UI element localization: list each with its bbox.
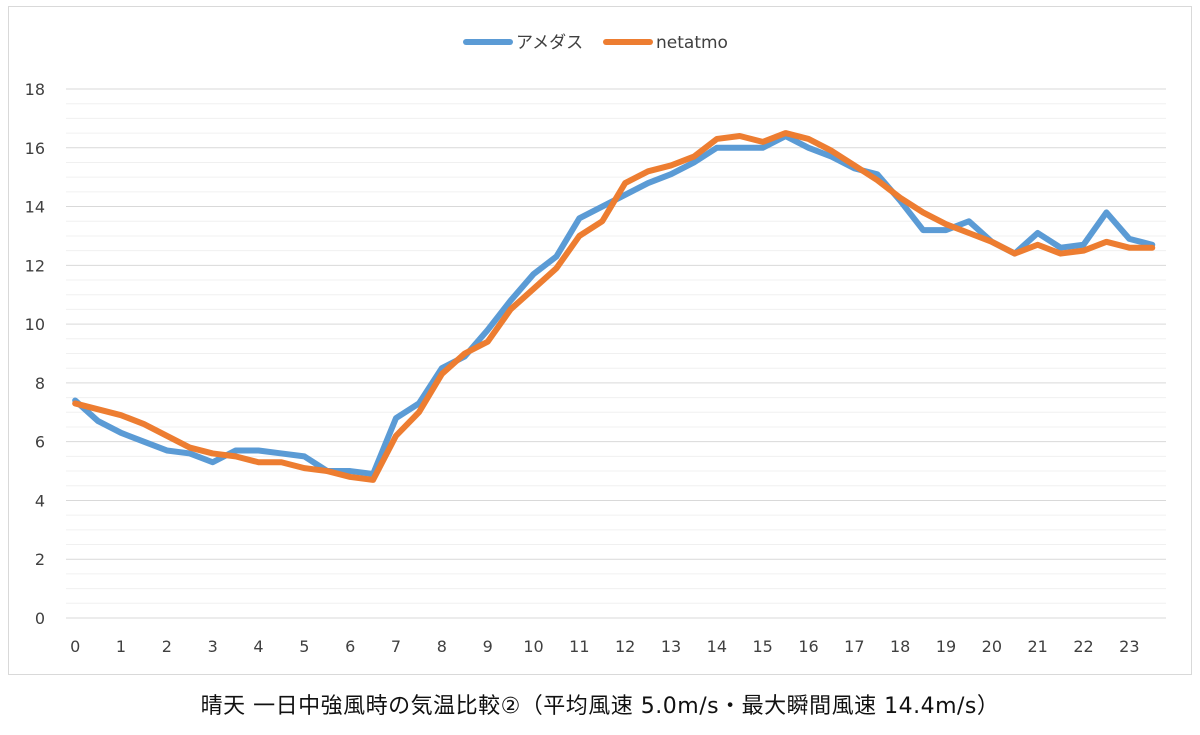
- x-tick-label: 18: [890, 637, 910, 656]
- chart-frame: [8, 6, 1192, 675]
- y-tick-label: 18: [25, 80, 45, 99]
- x-tick-label: 20: [982, 637, 1002, 656]
- legend: アメダス netatmo: [463, 33, 728, 53]
- y-axis: 0 2 4 6 8 10 12 14 16 18: [25, 80, 45, 628]
- x-tick-label: 13: [661, 637, 681, 656]
- x-tick-label: 15: [752, 637, 772, 656]
- y-tick-label: 12: [25, 256, 45, 275]
- x-tick-label: 23: [1119, 637, 1139, 656]
- y-tick-label: 14: [25, 198, 45, 217]
- x-tick-label: 4: [253, 637, 263, 656]
- y-tick-label: 8: [35, 374, 45, 393]
- x-tick-label: 11: [569, 637, 589, 656]
- x-tick-label: 16: [798, 637, 818, 656]
- y-tick-label: 0: [35, 609, 45, 628]
- x-tick-label: 1: [116, 637, 126, 656]
- y-tick-label: 10: [25, 315, 45, 334]
- x-tick-label: 5: [299, 637, 309, 656]
- x-tick-label: 0: [70, 637, 80, 656]
- x-axis: 0 1 2 3 4 5 6 7 8 9 10 11 12 13 14 15 16 17 18 19 20 21 22 23: [70, 637, 1139, 656]
- y-tick-label: 6: [35, 433, 45, 452]
- y-tick-label: 16: [25, 139, 45, 158]
- x-tick-label: 21: [1027, 637, 1047, 656]
- series-line-netatmo: [72, 130, 1156, 483]
- x-tick-label: 14: [707, 637, 727, 656]
- x-tick-label: 8: [437, 637, 447, 656]
- x-tick-label: 12: [615, 637, 635, 656]
- series-layer: [72, 130, 1156, 483]
- x-tick-label: 10: [523, 637, 543, 656]
- legend-label: netatmo: [656, 33, 728, 53]
- chart-caption: 晴天 一日中強風時の気温比較②（平均風速 5.0m/s・最大瞬間風速 14.4m…: [200, 694, 1000, 719]
- x-tick-label: 3: [208, 637, 218, 656]
- y-tick-label: 2: [35, 550, 45, 569]
- x-tick-label: 22: [1073, 637, 1093, 656]
- x-tick-label: 7: [391, 637, 401, 656]
- series-line-amedas: [72, 133, 1156, 477]
- x-tick-label: 2: [162, 637, 172, 656]
- legend-label: アメダス: [516, 33, 583, 53]
- x-tick-label: 17: [844, 637, 864, 656]
- x-tick-label: 6: [345, 637, 355, 656]
- y-tick-label: 4: [35, 491, 45, 510]
- x-tick-label: 19: [936, 637, 956, 656]
- x-tick-label: 9: [483, 637, 493, 656]
- grid-lines: [66, 88, 1166, 619]
